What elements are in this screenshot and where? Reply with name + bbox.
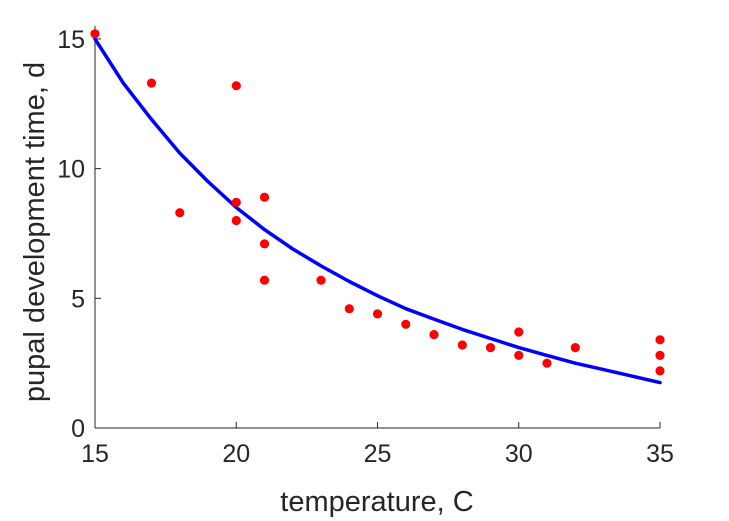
data-point (231, 215, 241, 226)
data-point (401, 319, 411, 329)
data-point (655, 335, 665, 345)
y-tick-label: 0 (71, 415, 85, 443)
data-point (231, 197, 241, 207)
data-point (344, 304, 354, 314)
x-tick-label: 30 (505, 440, 533, 468)
x-tick-label: 20 (222, 440, 250, 468)
data-point (259, 275, 270, 285)
data-point (514, 327, 524, 337)
data-point (231, 81, 241, 91)
data-point (259, 192, 270, 202)
y-tick-label: 5 (71, 285, 85, 313)
x-tick-label: 15 (81, 440, 109, 468)
y-axis-title: pupal development time, d (19, 62, 51, 402)
data-point (655, 366, 665, 376)
fit-curve (93, 37, 662, 385)
data-point (316, 275, 326, 285)
data-point (655, 350, 665, 360)
data-point (429, 330, 439, 340)
points-group (90, 29, 665, 376)
fit-line-group (93, 37, 662, 385)
axes (94, 26, 660, 429)
data-point (457, 340, 467, 350)
y-ticks: 0 5 10 15 (57, 26, 101, 443)
x-tick-label: 25 (364, 440, 392, 468)
data-point (514, 350, 524, 360)
data-point (570, 343, 580, 353)
data-point (542, 358, 552, 368)
x-ticks: 15 20 25 30 35 (81, 422, 674, 468)
data-point (259, 239, 270, 249)
data-point (146, 78, 157, 88)
data-point (90, 29, 100, 39)
data-point (485, 343, 496, 353)
y-tick-label: 10 (57, 156, 85, 184)
x-tick-label: 35 (646, 440, 674, 468)
y-tick-label: 15 (57, 26, 85, 54)
data-point (372, 309, 383, 319)
data-point (175, 208, 185, 218)
x-axis-title: temperature, C (280, 486, 473, 518)
